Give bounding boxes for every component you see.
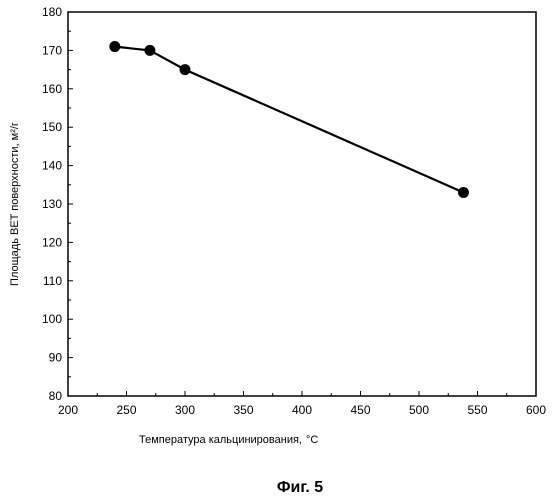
y-tick-label: 140 — [42, 159, 62, 173]
x-tick-label: 400 — [292, 403, 312, 417]
figure-caption: Фиг. 5 — [277, 479, 323, 496]
x-tick-label: 300 — [175, 403, 195, 417]
x-tick-label: 350 — [233, 403, 253, 417]
y-tick-label: 180 — [42, 5, 62, 19]
series-line — [115, 47, 464, 193]
data-point — [180, 64, 191, 75]
data-point — [458, 187, 469, 198]
x-axis-unit: °C — [306, 434, 318, 446]
y-axis-title: Площадь BET поверхности, м²/г — [9, 122, 21, 286]
x-tick-label: 450 — [350, 403, 370, 417]
data-point — [144, 45, 155, 56]
x-axis-title: Температура кальцинирования, — [139, 434, 302, 446]
y-tick-label: 110 — [43, 274, 62, 288]
y-tick-label: 150 — [42, 120, 62, 134]
y-tick-label: 160 — [42, 82, 62, 96]
data-point — [109, 41, 120, 52]
x-tick-label: 600 — [526, 403, 546, 417]
y-tick-label: 80 — [49, 389, 63, 403]
y-tick-label: 100 — [42, 312, 62, 326]
y-tick-label: 130 — [42, 197, 62, 211]
y-tick-label: 170 — [42, 43, 62, 57]
x-tick-label: 550 — [467, 403, 487, 417]
x-axis-ticks: 200 250 300 350 400 450 500 550 600 — [58, 391, 546, 417]
y-tick-label: 90 — [49, 351, 63, 365]
x-tick-label: 500 — [409, 403, 429, 417]
x-tick-label: 200 — [58, 403, 78, 417]
y-tick-label: 120 — [42, 235, 62, 249]
x-tick-label: 250 — [116, 403, 136, 417]
series-layer — [109, 41, 469, 198]
plot-frame — [68, 12, 536, 396]
